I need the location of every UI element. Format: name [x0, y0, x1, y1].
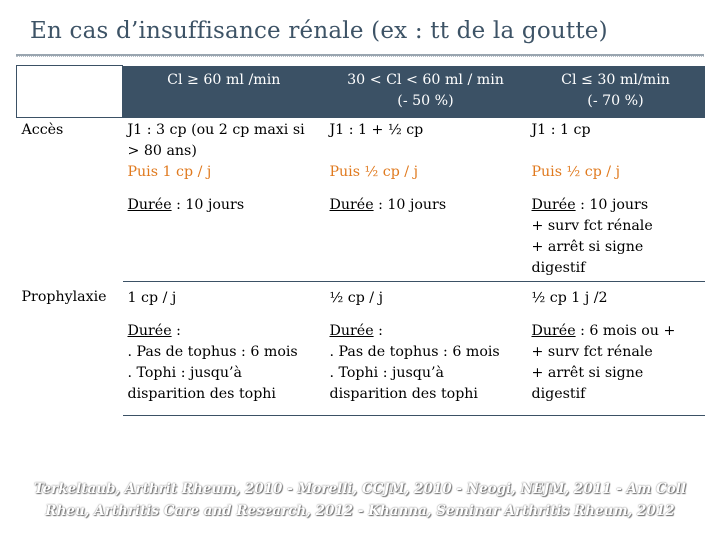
- duration-label: Durée: [329, 196, 374, 213]
- duration-value: : 10 jours: [171, 196, 245, 213]
- prophylaxie-duration-cl-above-60: Durée : . Pas de tophus : 6 mois . Tophi…: [122, 310, 325, 416]
- acces-dose-cl-above-60: J1 : 3 cp (ou 2 cp maxi si > 80 ans) Pui…: [122, 117, 325, 185]
- acces-duration-cl-above-60: Durée : 10 jours: [122, 184, 325, 282]
- prophylaxie-duration-row: Durée : . Pas de tophus : 6 mois . Tophi…: [17, 310, 705, 416]
- header-cl-30-60: 30 < Cl < 60 ml / min (- 50 %): [324, 65, 527, 118]
- acces-duration-row: Durée : 10 jours Durée : 10 jours Durée …: [17, 184, 705, 282]
- prophylaxie-dose-cl-above-60: 1 cp / j: [122, 281, 325, 311]
- duration-value: : 10 jours: [373, 196, 447, 213]
- header-cl-below-30: Cl ≤ 30 ml/min (- 70 %): [526, 65, 705, 118]
- acces-dose-cl-below-30: J1 : 1 cp Puis ½ cp / j: [526, 117, 705, 185]
- duration-label: Durée: [531, 322, 576, 339]
- row-label-acces: Accès: [16, 117, 123, 281]
- prophylaxie-duration-cl-30-60: Durée : . Pas de tophus : 6 mois . Tophi…: [324, 310, 527, 416]
- duration-value: : 6 mois ou + + surv fct rénale + arrêt …: [531, 322, 676, 402]
- acces-maintenance-dose: Puis 1 cp / j: [127, 163, 212, 180]
- duration-label: Durée: [329, 322, 374, 339]
- acces-loading-dose: J1 : 1 cp: [531, 121, 591, 138]
- duration-value: : 10 jours + surv fct rénale + arrêt si …: [531, 196, 653, 276]
- duration-value: : . Pas de tophus : 6 mois . Tophi : jus…: [127, 322, 298, 402]
- prophylaxie-dose-cl-below-30: ½ cp 1 j /2: [526, 281, 705, 311]
- dosage-table: Cl ≥ 60 ml /min 30 < Cl < 60 ml / min (-…: [16, 65, 705, 416]
- acces-duration-cl-below-30: Durée : 10 jours + surv fct rénale + arr…: [526, 184, 705, 282]
- duration-label: Durée: [127, 322, 172, 339]
- prophylaxie-duration-cl-below-30: Durée : 6 mois ou + + surv fct rénale + …: [526, 310, 705, 416]
- acces-duration-cl-30-60: Durée : 10 jours: [324, 184, 527, 282]
- references-footer: Terkeltaub, Arthrit Rheum, 2010 - Morell…: [34, 481, 686, 519]
- header-corner-cell: [16, 65, 123, 118]
- acces-loading-dose: J1 : 3 cp (ou 2 cp maxi si > 80 ans): [127, 121, 305, 159]
- prophylaxie-dose-row: Prophylaxie 1 cp / j ½ cp / j ½ cp 1 j /…: [16, 281, 705, 415]
- duration-label: Durée: [127, 196, 172, 213]
- row-label-prophylaxie: Prophylaxie: [16, 281, 123, 415]
- duration-label: Durée: [531, 196, 576, 213]
- acces-dose-row: Accès J1 : 3 cp (ou 2 cp maxi si > 80 an…: [16, 117, 705, 281]
- header-row: Cl ≥ 60 ml /min 30 < Cl < 60 ml / min (-…: [16, 65, 705, 118]
- slide-title: En cas d’insuffisance rénale (ex : tt de…: [30, 18, 608, 44]
- acces-maintenance-dose: Puis ½ cp / j: [531, 163, 621, 180]
- title-divider: [16, 54, 704, 57]
- header-cl-above-60: Cl ≥ 60 ml /min: [122, 65, 325, 118]
- acces-loading-dose: J1 : 1 + ½ cp: [329, 121, 424, 138]
- acces-maintenance-dose: Puis ½ cp / j: [329, 163, 419, 180]
- acces-dose-cl-30-60: J1 : 1 + ½ cp Puis ½ cp / j: [324, 117, 527, 185]
- prophylaxie-dose-cl-30-60: ½ cp / j: [324, 281, 527, 311]
- duration-value: : . Pas de tophus : 6 mois . Tophi : jus…: [329, 322, 500, 402]
